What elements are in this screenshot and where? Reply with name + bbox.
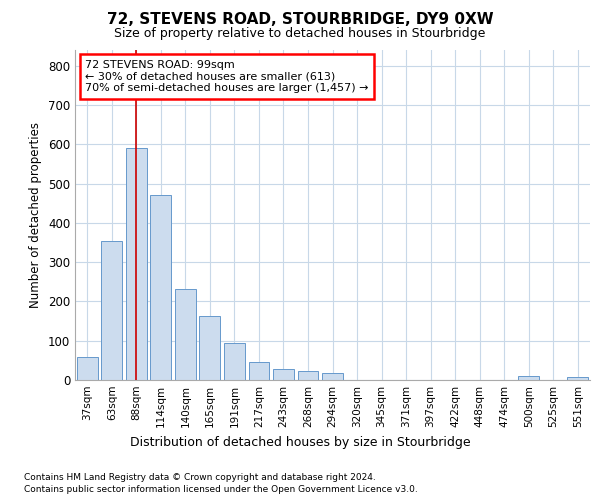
Bar: [224, 342, 245, 380]
Bar: [77, 357, 98, 380]
Text: 72 STEVENS ROAD: 99sqm
← 30% of detached houses are smaller (613)
70% of semi-de: 72 STEVENS ROAD: 99sqm ← 30% of detached…: [85, 60, 369, 93]
Text: Contains public sector information licensed under the Open Government Licence v3: Contains public sector information licen…: [24, 485, 418, 494]
Bar: [151, 196, 171, 380]
Text: Size of property relative to detached houses in Stourbridge: Size of property relative to detached ho…: [115, 28, 485, 40]
Bar: [518, 376, 539, 380]
Text: Contains HM Land Registry data © Crown copyright and database right 2024.: Contains HM Land Registry data © Crown c…: [24, 472, 376, 482]
Text: 72, STEVENS ROAD, STOURBRIDGE, DY9 0XW: 72, STEVENS ROAD, STOURBRIDGE, DY9 0XW: [107, 12, 493, 28]
Bar: [248, 362, 269, 380]
Bar: [175, 289, 196, 380]
Bar: [199, 316, 220, 380]
Bar: [101, 240, 122, 380]
Text: Distribution of detached houses by size in Stourbridge: Distribution of detached houses by size …: [130, 436, 470, 449]
Bar: [126, 148, 147, 380]
Bar: [568, 377, 588, 380]
Bar: [298, 372, 319, 380]
Bar: [273, 370, 294, 380]
Bar: [322, 373, 343, 380]
Y-axis label: Number of detached properties: Number of detached properties: [29, 122, 43, 308]
